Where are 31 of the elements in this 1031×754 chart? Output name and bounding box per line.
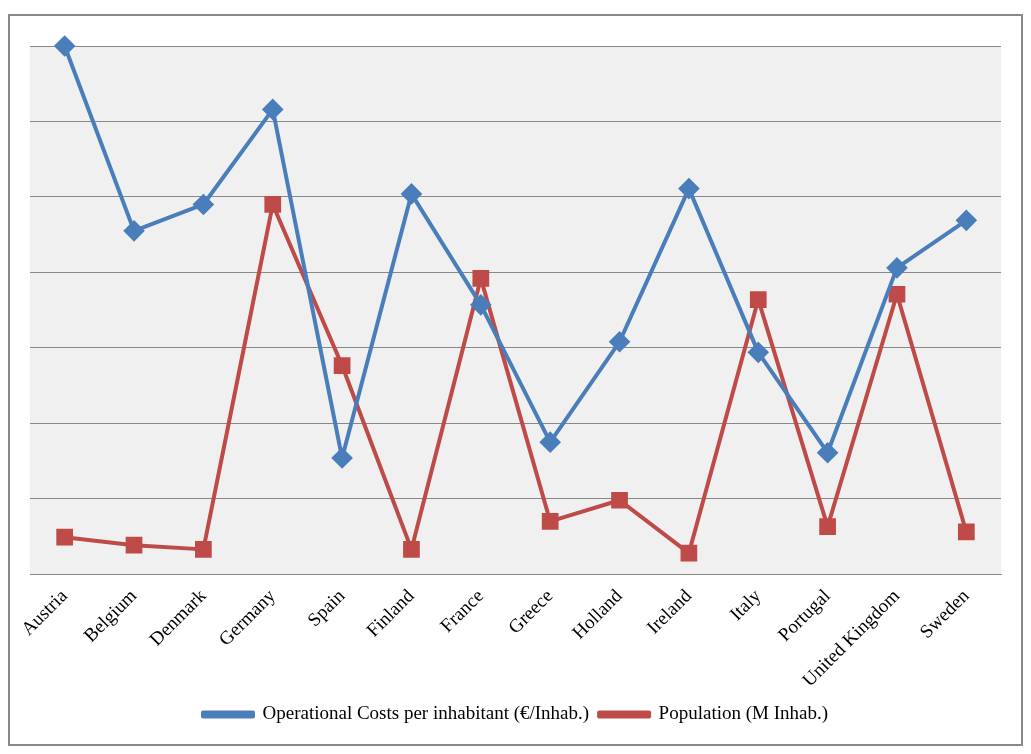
point — [193, 194, 214, 215]
point — [748, 342, 769, 363]
point — [886, 257, 907, 278]
point — [957, 523, 975, 541]
point — [401, 183, 422, 204]
point — [888, 285, 906, 303]
point — [541, 513, 559, 530]
point — [333, 357, 351, 374]
point — [262, 99, 283, 120]
point — [611, 491, 628, 509]
point — [540, 432, 561, 453]
point — [817, 442, 838, 463]
point — [470, 294, 491, 315]
point — [264, 196, 282, 213]
point — [472, 270, 490, 287]
point — [403, 541, 420, 558]
point — [332, 448, 353, 468]
x-tick-label: Italy — [725, 584, 765, 625]
point — [124, 220, 145, 241]
point — [680, 544, 698, 562]
point — [56, 528, 74, 546]
point — [54, 36, 75, 56]
point — [609, 331, 630, 352]
point — [749, 291, 767, 308]
legend-label: Population (M Inhab.) — [658, 702, 829, 725]
point — [678, 178, 699, 199]
point — [195, 541, 212, 558]
legend-label: Operational Costs per inhabitant (€/Inhab.) — [262, 702, 590, 725]
point — [125, 536, 143, 554]
point — [956, 210, 977, 231]
point — [819, 518, 836, 536]
